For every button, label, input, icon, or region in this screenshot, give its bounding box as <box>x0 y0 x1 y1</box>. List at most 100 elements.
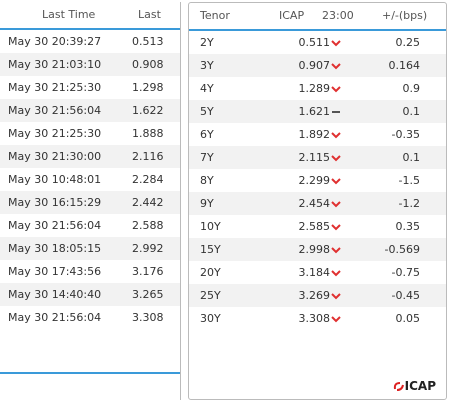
tenor-cell: 8Y <box>200 174 214 187</box>
time-cell: May 30 20:39:27 <box>8 35 102 48</box>
bps-cell: -1.5 <box>398 174 420 187</box>
trend-icon <box>331 247 341 254</box>
trend-glyph <box>331 155 341 162</box>
time-cell: May 30 21:25:30 <box>8 81 102 94</box>
last-cell: 1.298 <box>132 81 164 94</box>
tenor-cell: 3Y <box>200 59 214 72</box>
trend-icon <box>331 316 341 323</box>
trend-icon <box>331 40 341 47</box>
icap-cell: 3.269 <box>298 289 331 302</box>
time-cell: May 30 10:48:01 <box>8 173 102 186</box>
bps-cell: 0.1 <box>402 105 421 118</box>
bps-cell: -0.35 <box>391 128 420 141</box>
time-cell: May 30 21:56:04 <box>8 104 102 117</box>
last-cell: 2.992 <box>132 242 164 255</box>
logo-icon <box>393 382 404 391</box>
header-cell: Last <box>138 8 161 21</box>
logo-text: ICAP <box>404 379 436 393</box>
table-row: May 30 18:05:15 2.992 <box>0 237 180 260</box>
trend-glyph <box>331 316 341 323</box>
table-row: 30Y 3.308 0.05 <box>189 307 446 330</box>
trend-glyph <box>331 270 341 277</box>
trend-icon <box>331 224 341 231</box>
left-bottom-line <box>0 372 180 374</box>
trend-glyph <box>331 201 341 208</box>
last-cell: 0.908 <box>132 58 164 71</box>
tenor-cell: 9Y <box>200 197 214 210</box>
table-row: 20Y 3.184 -0.75 <box>189 261 446 284</box>
trend-glyph <box>331 293 341 300</box>
time-cell: May 30 21:03:10 <box>8 58 102 71</box>
bps-cell: 0.35 <box>395 220 421 233</box>
table-row: 2Y 0.511 0.25 <box>189 31 446 54</box>
logo: ICAP <box>393 379 436 393</box>
trend-icon <box>332 111 340 113</box>
time-cell: May 30 21:30:00 <box>8 150 102 163</box>
table-row: 9Y 2.454 -1.2 <box>189 192 446 215</box>
icap-cell: 1.621 <box>298 105 331 118</box>
icap-cell: 1.289 <box>298 82 331 95</box>
right-panel: Tenor ICAP 23:00 +/-(bps) 2Y 0.511 0.25 3Y 0… <box>188 2 447 400</box>
icap-cell: 2.299 <box>298 174 331 187</box>
last-cell: 1.622 <box>132 104 164 117</box>
trend-glyph <box>331 63 341 70</box>
trend-icon <box>331 201 341 208</box>
table-row: May 30 10:48:01 2.284 <box>0 168 180 191</box>
trend-glyph <box>331 86 341 93</box>
trend-icon <box>331 293 341 300</box>
last-cell: 2.588 <box>132 219 164 232</box>
time-cell: May 30 21:25:30 <box>8 127 102 140</box>
header-cell: +/-(bps) <box>382 9 428 22</box>
time-cell: May 30 18:05:15 <box>8 242 102 255</box>
table-row: 4Y 1.289 0.9 <box>189 77 446 100</box>
last-cell: 1.888 <box>132 127 164 140</box>
header-cell: 23:00 <box>322 9 354 22</box>
last-cell: 2.284 <box>132 173 164 186</box>
icap-cell: 2.998 <box>298 243 331 256</box>
table-row: May 30 17:43:56 3.176 <box>0 260 180 283</box>
icap-cell: 2.115 <box>298 151 331 164</box>
last-cell: 0.513 <box>132 35 164 48</box>
icap-cell: 2.585 <box>298 220 331 233</box>
right-header: Tenor ICAP 23:00 +/-(bps) <box>189 3 446 31</box>
table-row: May 30 21:25:30 1.298 <box>0 76 180 99</box>
table-row: May 30 21:56:04 2.588 <box>0 214 180 237</box>
table-row: May 30 21:56:04 1.622 <box>0 99 180 122</box>
header-cell: ICAP <box>279 9 305 22</box>
tenor-cell: 2Y <box>200 36 214 49</box>
trend-glyph <box>331 224 341 231</box>
time-cell: May 30 14:40:40 <box>8 288 102 301</box>
tenor-cell: 5Y <box>200 105 214 118</box>
bps-cell: 0.25 <box>395 36 421 49</box>
table-row: 15Y 2.998 -0.569 <box>189 238 446 261</box>
time-cell: May 30 17:43:56 <box>8 265 102 278</box>
time-cell: May 30 16:15:29 <box>8 196 102 209</box>
header-cell: Last Time <box>42 8 96 21</box>
trend-icon <box>331 178 341 185</box>
table-row: 8Y 2.299 -1.5 <box>189 169 446 192</box>
last-cell: 2.442 <box>132 196 164 209</box>
table-row: May 30 21:56:04 3.308 <box>0 306 180 329</box>
time-cell: May 30 21:56:04 <box>8 311 102 324</box>
trend-icon <box>331 132 341 139</box>
tenor-cell: 6Y <box>200 128 214 141</box>
bps-cell: -1.2 <box>398 197 420 210</box>
table-row: 7Y 2.115 0.1 <box>189 146 446 169</box>
bps-cell: 0.164 <box>388 59 421 72</box>
last-cell: 3.176 <box>132 265 164 278</box>
trend-glyph <box>331 132 341 139</box>
bps-cell: 0.9 <box>402 82 421 95</box>
tenor-cell: 25Y <box>200 289 221 302</box>
table-row: 25Y 3.269 -0.45 <box>189 284 446 307</box>
bps-cell: 0.05 <box>395 312 421 325</box>
icap-cell: 0.511 <box>298 36 331 49</box>
tenor-cell: 15Y <box>200 243 221 256</box>
icap-cell: 1.892 <box>298 128 331 141</box>
tenor-cell: 30Y <box>200 312 221 325</box>
trend-icon <box>331 63 341 70</box>
table-row: May 30 21:03:10 0.908 <box>0 53 180 76</box>
table-row: May 30 21:30:00 2.116 <box>0 145 180 168</box>
trend-glyph <box>331 40 341 47</box>
icap-cell: 0.907 <box>298 59 331 72</box>
